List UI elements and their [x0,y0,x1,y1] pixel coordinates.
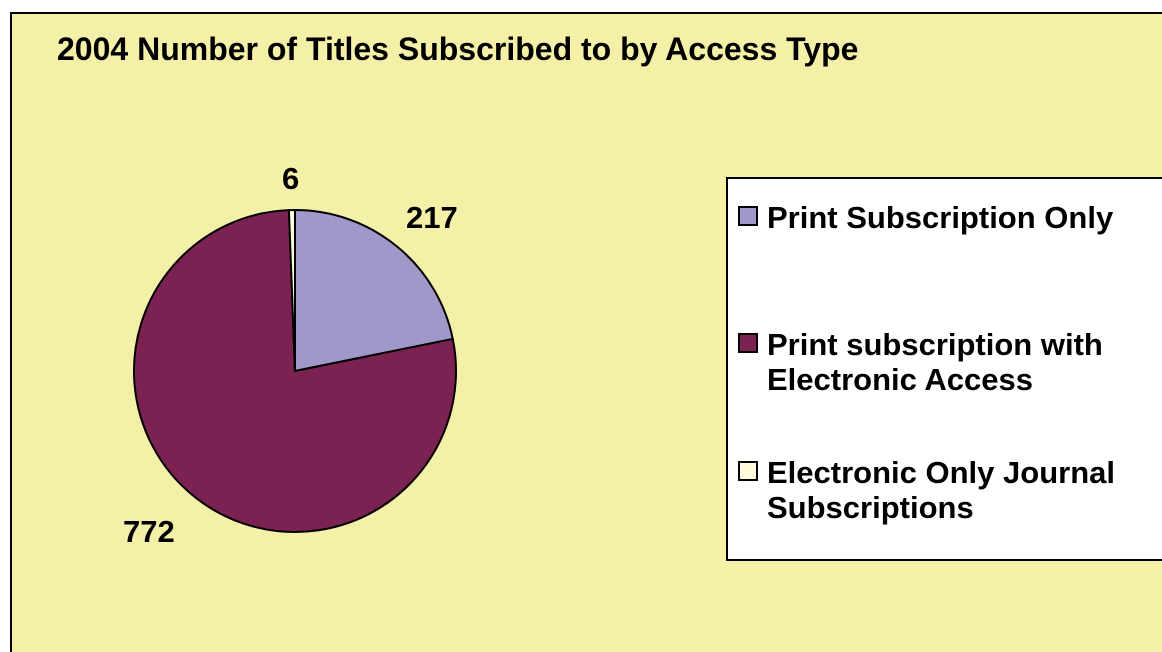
pie-slice-electronic-only [287,209,296,372]
legend: Print Subscription Only Print subscripti… [726,177,1162,561]
legend-label-electronic-only: Electronic Only Journal Subscriptions [767,455,1115,525]
chart-title: 2004 Number of Titles Subscribed to by A… [57,31,859,67]
data-label-electronic-only: 6 [282,161,300,196]
legend-swatch-electronic-only [738,461,758,481]
legend-swatch-print-only [738,206,758,226]
pie-slice-print-only [294,209,454,372]
legend-item-print-only: Print Subscription Only [738,200,1162,235]
legend-label-print-with-electronic: Print subscription with Electronic Acces… [767,327,1103,397]
legend-label-print-only: Print Subscription Only [767,200,1114,235]
legend-item-print-with-electronic: Print subscription with Electronic Acces… [738,327,1162,397]
pie-chart [133,209,457,533]
legend-item-electronic-only: Electronic Only Journal Subscriptions [738,455,1162,525]
data-label-print-with-electronic: 772 [123,514,175,549]
legend-swatch-print-with-electronic [738,333,758,353]
chart-area: 2004 Number of Titles Subscribed to by A… [10,12,1162,652]
data-label-print-only: 217 [406,200,458,235]
